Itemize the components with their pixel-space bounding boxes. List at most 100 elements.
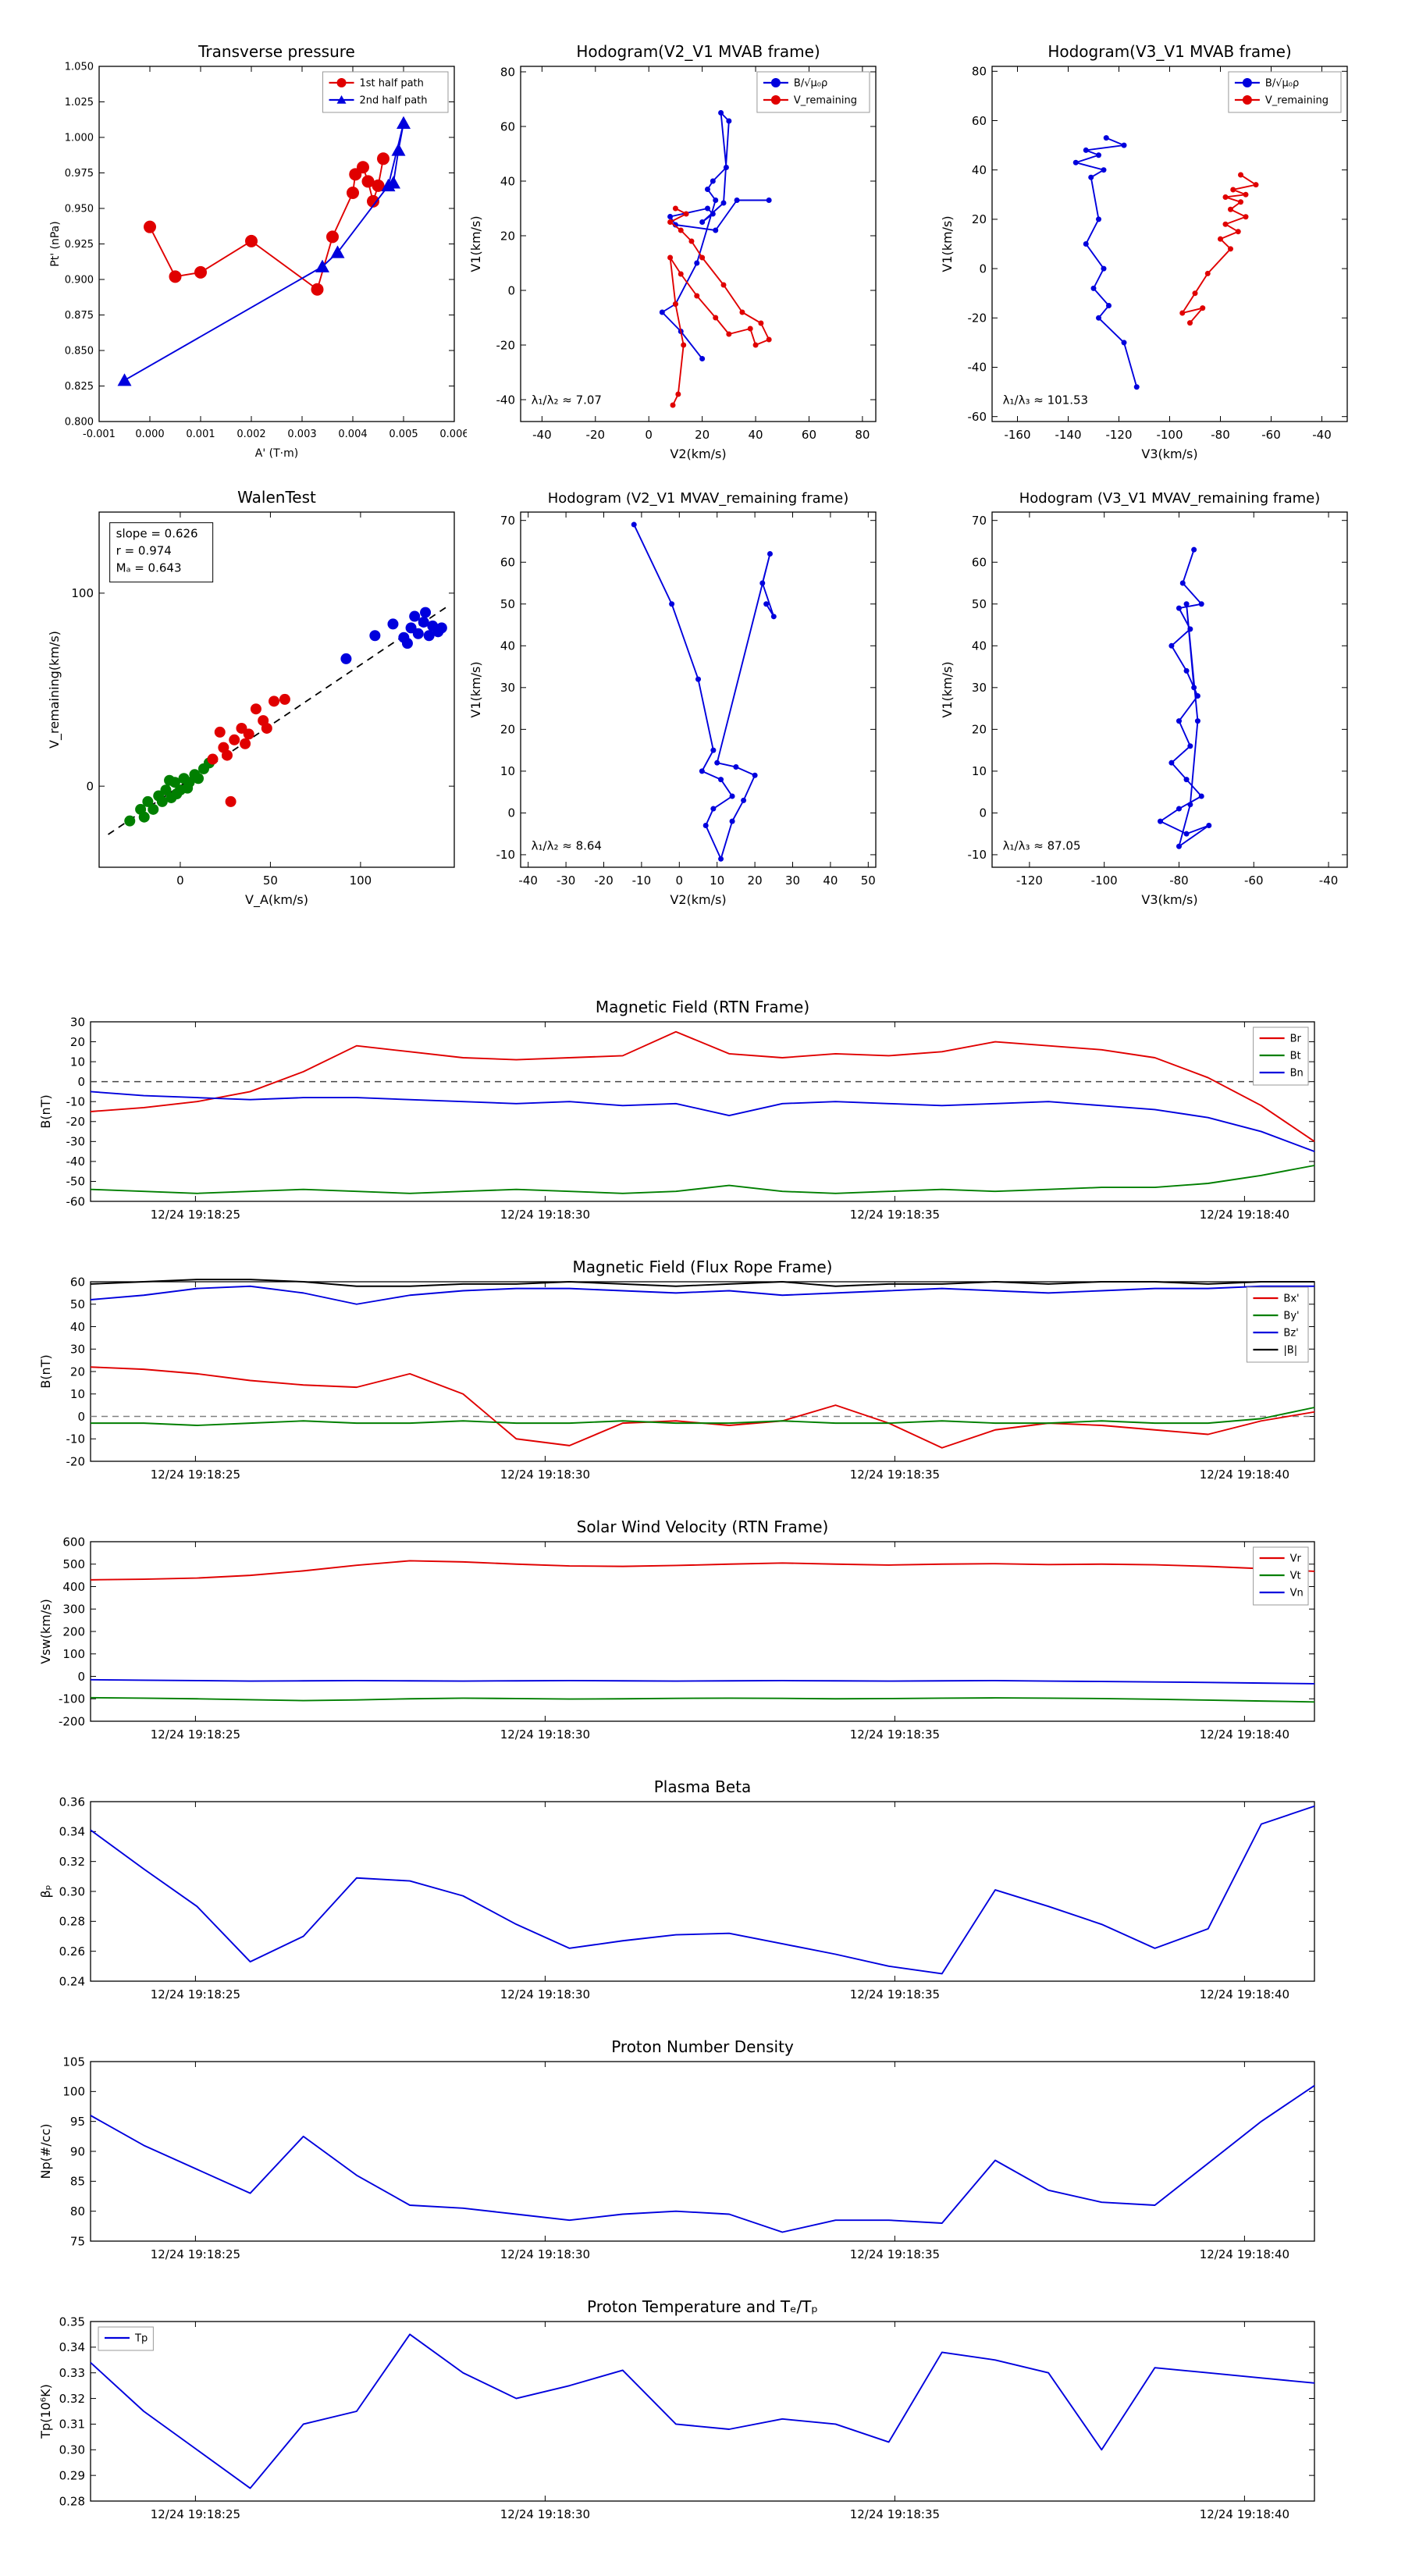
panel-plasma-beta: 12/24 19:18:25 12/24 19:18:30 12/24 19:18:… [30, 1774, 1327, 2025]
svg-text:-80: -80 [1169, 873, 1189, 888]
svg-text:Hodogram(V2_V1 MVAB frame): Hodogram(V2_V1 MVAB frame) [576, 42, 820, 61]
svg-text:V3(km/s): V3(km/s) [1141, 892, 1197, 907]
svg-text:500: 500 [62, 1557, 85, 1571]
svg-text:-100: -100 [1091, 873, 1118, 888]
svg-text:-80: -80 [1211, 428, 1230, 442]
svg-text:V_remaining: V_remaining [1265, 95, 1329, 107]
svg-text:50: 50 [861, 873, 876, 888]
svg-text:-20: -20 [968, 311, 987, 326]
svg-text:-20: -20 [496, 338, 516, 352]
svg-text:V_remaining(km/s): V_remaining(km/s) [47, 631, 62, 749]
svg-text:Vn: Vn [1290, 1588, 1304, 1599]
svg-text:-10: -10 [496, 848, 516, 862]
svg-text:10: 10 [972, 764, 987, 778]
svg-text:Vsw(km/s): Vsw(km/s) [38, 1599, 53, 1663]
svg-text:0.001: 0.001 [186, 429, 215, 440]
svg-text:B/√μ₀ρ: B/√μ₀ρ [794, 78, 827, 90]
svg-text:100: 100 [350, 873, 372, 888]
svg-text:-50: -50 [66, 1175, 86, 1189]
svg-text:-0.001: -0.001 [83, 429, 116, 440]
svg-text:0: 0 [645, 428, 653, 442]
svg-text:By': By' [1283, 1311, 1299, 1322]
svg-text:12/24 19:18:30: 12/24 19:18:30 [500, 1468, 590, 1482]
svg-text:105: 105 [62, 2055, 85, 2069]
svg-text:0.004: 0.004 [338, 429, 367, 440]
svg-text:10: 10 [70, 1387, 85, 1401]
svg-text:Bx': Bx' [1283, 1293, 1299, 1305]
svg-text:30: 30 [70, 1015, 85, 1029]
svg-text:12/24 19:18:35: 12/24 19:18:35 [850, 1468, 940, 1482]
svg-text:0.30: 0.30 [59, 2443, 85, 2457]
svg-text:Mₐ = 0.643: Mₐ = 0.643 [116, 561, 182, 575]
svg-text:0.32: 0.32 [59, 2392, 85, 2406]
svg-text:0.825: 0.825 [65, 381, 94, 393]
svg-text:100: 100 [62, 2085, 85, 2099]
svg-text:1.000: 1.000 [65, 133, 94, 144]
svg-text:0.875: 0.875 [65, 310, 94, 322]
svg-text:60: 60 [500, 555, 515, 569]
svg-text:-20: -20 [66, 1115, 86, 1129]
svg-text:-10: -10 [66, 1432, 86, 1446]
svg-text:80: 80 [70, 2204, 85, 2218]
svg-text:0.30: 0.30 [59, 1884, 85, 1898]
svg-text:12/24 19:18:35: 12/24 19:18:35 [850, 1727, 940, 1742]
svg-text:12/24 19:18:40: 12/24 19:18:40 [1200, 1208, 1289, 1222]
svg-text:12/24 19:18:40: 12/24 19:18:40 [1200, 1727, 1289, 1742]
svg-text:V2(km/s): V2(km/s) [670, 447, 726, 461]
svg-text:Vr: Vr [1290, 1553, 1302, 1565]
panel-proton-temperature: 12/24 19:18:25 12/24 19:18:30 12/24 19:18:… [30, 2293, 1327, 2545]
svg-text:2nd half path: 2nd half path [360, 95, 428, 107]
svg-text:-100: -100 [1156, 428, 1183, 442]
svg-text:V1(km/s): V1(km/s) [468, 661, 483, 717]
svg-text:12/24 19:18:30: 12/24 19:18:30 [500, 1727, 590, 1742]
svg-text:V_remaining: V_remaining [794, 95, 857, 107]
svg-text:10: 10 [500, 764, 515, 778]
svg-text:λ₁/λ₂ ≈ 7.07: λ₁/λ₂ ≈ 7.07 [532, 393, 602, 407]
svg-text:-20: -20 [586, 428, 606, 442]
svg-text:100: 100 [62, 1647, 85, 1661]
svg-text:0.35: 0.35 [59, 2314, 85, 2329]
svg-text:1st half path: 1st half path [360, 78, 424, 90]
svg-text:90: 90 [70, 2144, 85, 2158]
svg-text:slope = 0.626: slope = 0.626 [116, 527, 198, 541]
svg-text:12/24 19:18:30: 12/24 19:18:30 [500, 1987, 590, 2001]
svg-text:60: 60 [500, 119, 515, 133]
svg-text:12/24 19:18:35: 12/24 19:18:35 [850, 2507, 940, 2521]
svg-text:0.002: 0.002 [237, 429, 265, 440]
svg-text:Tp(10⁶K): Tp(10⁶K) [38, 2384, 53, 2439]
svg-text:-60: -60 [968, 410, 987, 424]
panel-walen-test: 0 50 100 0 100 WalenTest V_A(km/s) V_remaining(… [38, 484, 467, 911]
svg-text:0.28: 0.28 [59, 2494, 85, 2508]
svg-text:50: 50 [500, 597, 515, 611]
svg-text:70: 70 [972, 514, 987, 528]
panel-hodogram-v2v1-mvab: -40 -20 0 20 40 60 80 -40 -20 0 20 40 60 80 Hodogram(V… [460, 38, 888, 465]
svg-text:Hodogram(V3_V1 MVAB frame): Hodogram(V3_V1 MVAB frame) [1048, 42, 1291, 61]
svg-text:-10: -10 [968, 848, 987, 862]
svg-text:0: 0 [676, 873, 684, 888]
svg-text:20: 20 [500, 723, 515, 737]
svg-text:20: 20 [695, 428, 710, 442]
svg-text:30: 30 [785, 873, 800, 888]
panel-magnetic-field-flux-rope: 12/24 19:18:25 12/24 19:18:30 12/24 19:18:… [30, 1254, 1327, 1505]
svg-text:-40: -40 [532, 428, 552, 442]
svg-text:-40: -40 [968, 361, 987, 375]
panel-hodogram-v3v1-mvav: -120 -100 -80 -60 -40 -10 0 10 20 30 40 50 60 70 Hodog… [931, 484, 1360, 911]
svg-text:Hodogram (V2_V1 MVAV_remaining: Hodogram (V2_V1 MVAV_remaining frame) [548, 490, 849, 507]
svg-text:0: 0 [979, 262, 987, 276]
svg-text:300: 300 [62, 1603, 85, 1617]
svg-text:V1(km/s): V1(km/s) [468, 215, 483, 272]
svg-text:80: 80 [500, 65, 515, 79]
svg-text:1.025: 1.025 [65, 97, 94, 109]
svg-text:0.34: 0.34 [59, 1825, 85, 1839]
svg-text:B(nT): B(nT) [38, 1094, 53, 1128]
svg-text:0: 0 [979, 806, 987, 820]
svg-text:12/24 19:18:25: 12/24 19:18:25 [151, 1208, 240, 1222]
svg-text:0: 0 [77, 1670, 85, 1684]
svg-text:20: 20 [972, 723, 987, 737]
svg-text:60: 60 [802, 428, 816, 442]
svg-text:20: 20 [972, 212, 987, 226]
svg-text:-40: -40 [66, 1155, 86, 1169]
svg-text:0: 0 [77, 1075, 85, 1089]
svg-text:-30: -30 [557, 873, 576, 888]
